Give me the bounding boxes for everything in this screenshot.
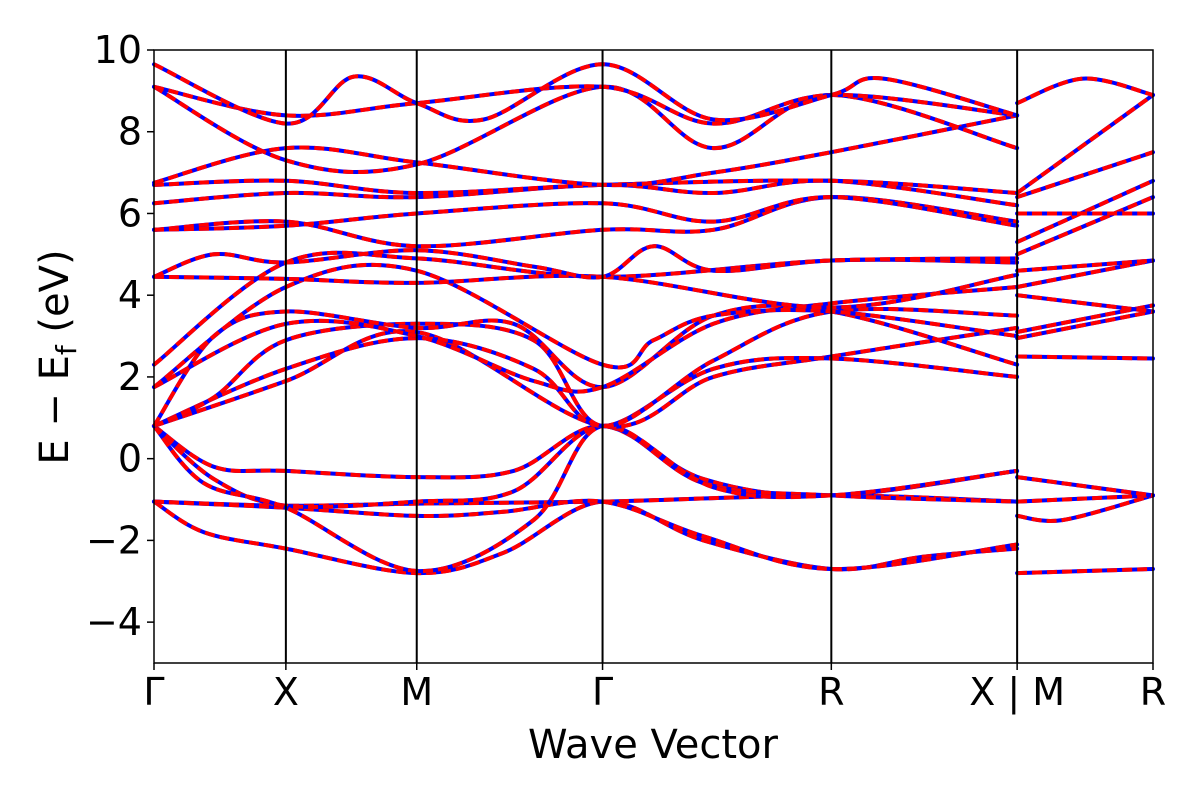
- band-up-26: [1016, 475, 1154, 498]
- y-tick-label-1: −2: [86, 518, 142, 562]
- x-tick-label-0: Γ: [143, 670, 164, 714]
- band-down-19: [152, 113, 1020, 188]
- bands-layer: [152, 62, 1155, 576]
- y-tick-label-6: 8: [118, 110, 142, 154]
- band-up-27: [1017, 354, 1154, 361]
- y-axis-label: E − Ef (eV): [32, 249, 83, 464]
- band-up-34: [1016, 178, 1154, 244]
- band-up-29: [1016, 303, 1154, 334]
- band-up-18: [153, 178, 1018, 196]
- band-up-5: [152, 423, 1018, 574]
- y-tick-label-4: 4: [118, 273, 142, 317]
- band-up-14: [153, 244, 1018, 280]
- y-tick-label-3: 2: [118, 355, 142, 399]
- x-tick-label-5: X | M: [969, 670, 1065, 715]
- x-tick-label-3: Γ: [592, 670, 613, 714]
- band-up-13: [153, 272, 1018, 310]
- x-tick-label-2: M: [400, 670, 433, 714]
- band-down-36: [1015, 150, 1155, 200]
- y-axis-label-main: E − E: [32, 355, 78, 465]
- y-tick-label-2: 0: [118, 437, 142, 481]
- x-tick-label-1: X: [273, 670, 299, 714]
- y-tick-label-5: 6: [118, 191, 142, 235]
- band-down-1: [152, 499, 1020, 576]
- band-up-24: [1016, 493, 1154, 523]
- y-axis-ticks: −4 −2 0 2 4 6 8 10: [86, 28, 154, 644]
- band-up-37: [1015, 93, 1155, 195]
- plot-frame: [153, 49, 1154, 664]
- x-axis-label: Wave Vector: [528, 722, 779, 768]
- x-tick-label-6: R: [1140, 670, 1166, 714]
- band-up-8: [153, 306, 1018, 429]
- band-up-38: [1016, 76, 1154, 105]
- band-up-28: [1016, 309, 1154, 341]
- band-up-2: [153, 498, 1018, 572]
- band-down-2: [152, 498, 1020, 572]
- band-up-22: [153, 62, 1018, 126]
- band-down-38: [1015, 76, 1155, 106]
- band-up-32: [1016, 258, 1154, 273]
- band-up-30: [1016, 293, 1154, 314]
- band-up-23: [1017, 567, 1154, 576]
- y-tick-label-7: 10: [94, 28, 142, 72]
- x-axis-ticks: Γ X M Γ R X | M R: [143, 663, 1166, 715]
- x-tick-label-4: R: [818, 670, 844, 714]
- y-axis-label-unit: (eV): [32, 249, 78, 345]
- band-up-33: [1016, 195, 1154, 257]
- y-tick-label-0: −4: [86, 600, 142, 644]
- kpoint-lines: [284, 50, 1019, 663]
- y-axis-label-subscript: f: [50, 344, 83, 355]
- band-up-1: [152, 499, 1018, 576]
